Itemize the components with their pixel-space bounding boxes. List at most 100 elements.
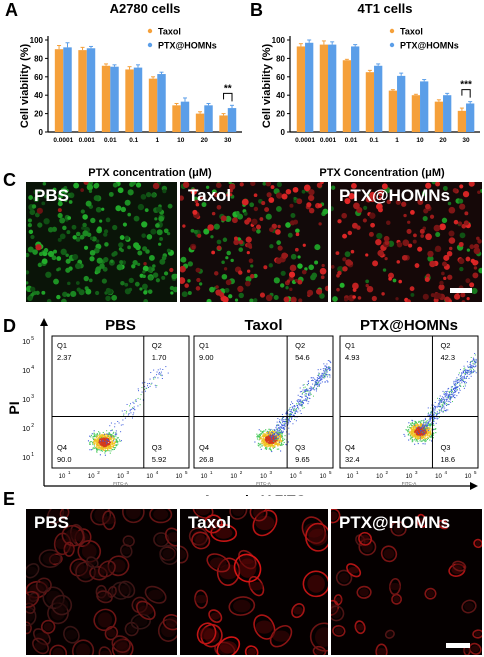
- bar-taxol: [78, 50, 87, 133]
- cell-live: [74, 262, 82, 270]
- event-dot: [274, 429, 276, 431]
- legend-marker-ptx: [389, 42, 395, 48]
- cell-dead: [253, 193, 258, 198]
- event-dot: [322, 368, 324, 370]
- x-tick-label: 10: [146, 474, 153, 480]
- event-dot: [117, 443, 119, 445]
- cell-dead: [396, 241, 403, 248]
- event-dot: [289, 421, 291, 423]
- event-dot: [101, 434, 103, 436]
- event-dot: [106, 447, 108, 449]
- cell-live: [155, 278, 160, 283]
- event-dot: [288, 409, 290, 411]
- event-dot: [306, 398, 308, 400]
- event-dot: [419, 423, 421, 426]
- cell-dead: [470, 258, 476, 264]
- event-dot: [430, 423, 432, 425]
- event-dot: [281, 413, 283, 415]
- event-dot: [275, 432, 277, 434]
- cell-dead: [324, 285, 328, 292]
- cell-outline: [93, 608, 117, 632]
- cell-live: [60, 187, 67, 194]
- event-dot: [436, 411, 438, 413]
- cell-live: [293, 196, 297, 201]
- event-dot: [262, 435, 264, 437]
- cell-dead: [386, 220, 391, 225]
- event-dot: [279, 432, 281, 434]
- event-dot: [301, 404, 303, 406]
- event-dot: [416, 431, 418, 433]
- event-dot: [263, 438, 265, 440]
- event-dot: [295, 410, 297, 412]
- event-dot: [271, 432, 273, 434]
- event-dot: [265, 440, 267, 442]
- y-tick-label: 0: [281, 128, 286, 137]
- cell-live: [158, 216, 165, 222]
- cell-body: [393, 523, 404, 534]
- event-dot: [295, 420, 297, 422]
- event-dot: [415, 427, 417, 429]
- event-dot: [140, 394, 142, 396]
- event-dot: [285, 413, 287, 415]
- event-dot: [289, 413, 291, 415]
- event-dot: [299, 404, 301, 406]
- event-dot: [110, 445, 112, 447]
- cells-red-stain: [26, 509, 177, 655]
- event-dot: [448, 391, 450, 393]
- cell-body: [26, 566, 38, 575]
- event-dot: [428, 431, 430, 433]
- event-dot: [437, 397, 439, 399]
- cell-dead: [452, 188, 458, 193]
- event-dot: [454, 385, 456, 387]
- event-dot: [260, 442, 262, 444]
- event-dot: [428, 422, 430, 424]
- cell-live: [43, 248, 49, 253]
- bar-taxol: [457, 110, 467, 132]
- event-dot: [431, 411, 433, 413]
- event-dot: [306, 384, 308, 386]
- bar-ptx: [133, 67, 143, 132]
- bar-ptx: [110, 66, 119, 132]
- quadrant-name: Q3: [152, 443, 162, 452]
- cell-dead: [466, 297, 470, 301]
- event-dot: [262, 431, 264, 433]
- event-dot: [100, 448, 102, 450]
- event-dot: [117, 420, 119, 422]
- event-dot: [95, 445, 97, 447]
- event-dot: [410, 437, 413, 439]
- cell-live: [118, 242, 124, 248]
- event-dot: [475, 359, 477, 361]
- event-dot: [442, 407, 444, 409]
- event-dot: [275, 428, 277, 430]
- event-dot: [448, 394, 450, 396]
- panel-letter-d: D: [3, 316, 16, 336]
- event-dot: [301, 390, 303, 392]
- bar-ptx: [397, 75, 406, 132]
- event-dot: [107, 441, 109, 443]
- event-dot: [108, 437, 110, 439]
- cell-live: [70, 290, 77, 298]
- cell-live: [112, 251, 118, 256]
- event-dot: [302, 401, 304, 403]
- event-dot: [90, 434, 93, 436]
- event-dot: [280, 428, 282, 430]
- event-dot: [460, 376, 462, 378]
- cell-dead: [318, 222, 322, 226]
- cell-live: [198, 282, 203, 286]
- event-dot: [99, 454, 101, 456]
- legend-label-taxol: Taxol: [400, 27, 423, 37]
- event-dot: [99, 444, 101, 446]
- event-dot: [453, 382, 455, 384]
- event-dot: [288, 420, 290, 422]
- event-dot: [414, 422, 417, 424]
- cell-live: [65, 258, 71, 264]
- cell-outline: [356, 585, 372, 599]
- event-dot: [318, 383, 320, 385]
- event-dot: [267, 430, 269, 432]
- event-dot: [459, 380, 461, 382]
- cell-body: [376, 647, 387, 655]
- event-dot: [409, 425, 411, 427]
- event-dot: [108, 432, 111, 434]
- cell-dead: [192, 209, 198, 215]
- cell-dead: [320, 182, 324, 185]
